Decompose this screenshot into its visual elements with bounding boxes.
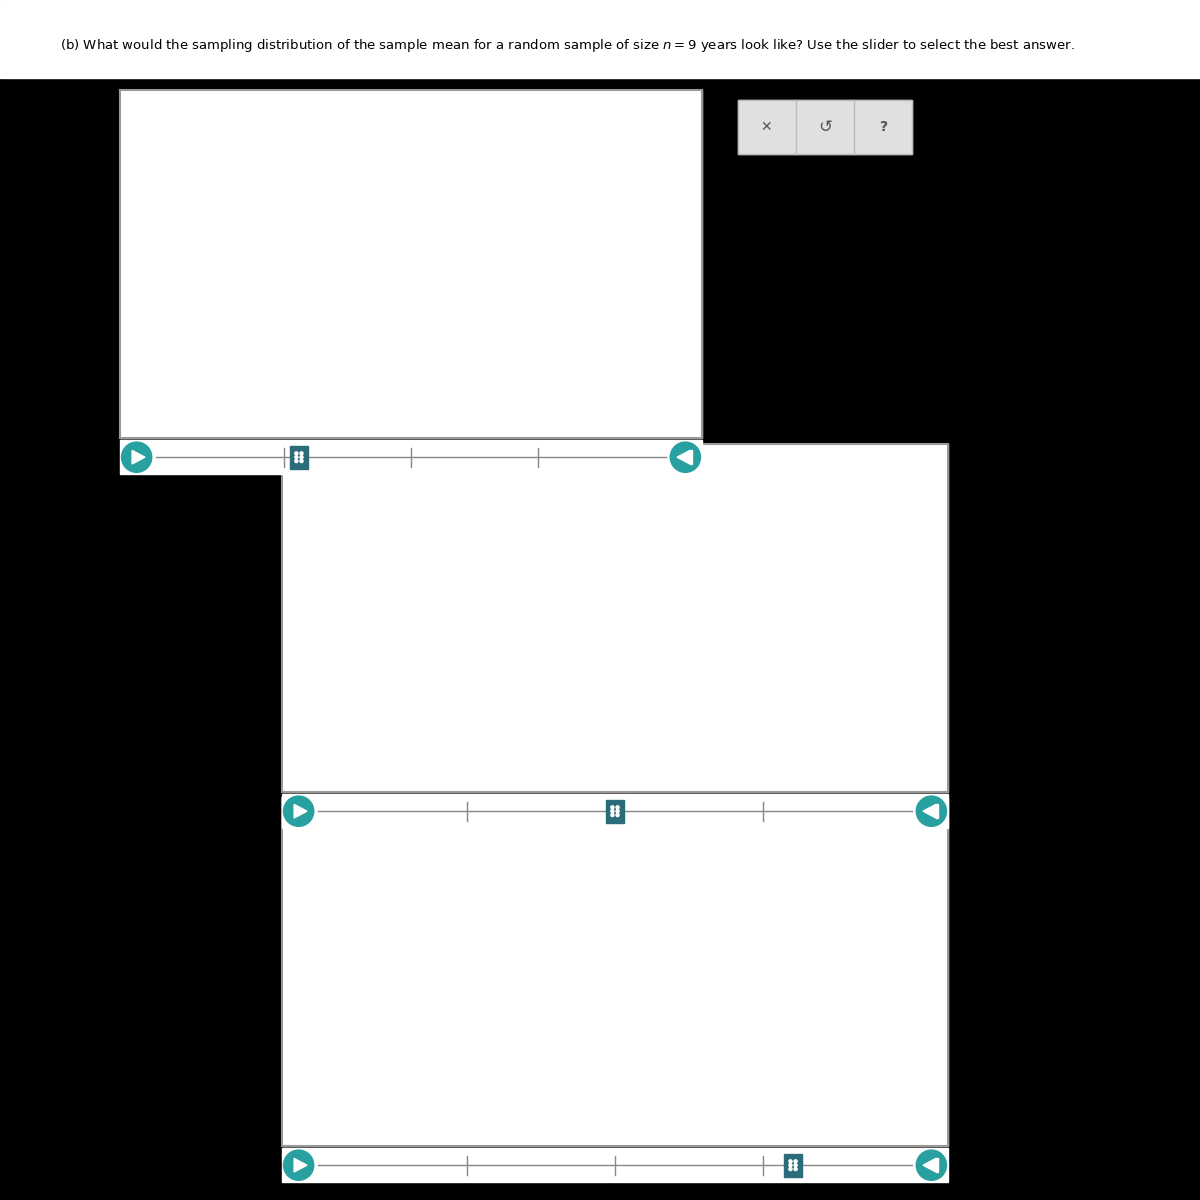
Bar: [538, 1007, 551, 1100]
Bar: [436, 706, 449, 746]
Bar: [480, 1080, 492, 1100]
Bar: [464, 1091, 478, 1100]
Bar: [494, 619, 506, 746]
X-axis label: Number of days with snowfall: Number of days with snowfall: [486, 1121, 652, 1132]
Title: $n=9$: $n=9$: [551, 476, 587, 490]
Bar: [566, 725, 580, 746]
Bar: [596, 1044, 608, 1100]
Bar: [582, 737, 594, 746]
Bar: [494, 1064, 506, 1100]
Bar: [407, 737, 419, 746]
Text: OPTION A: OPTION A: [404, 176, 556, 205]
Bar: [552, 706, 565, 746]
Bar: [625, 1080, 638, 1100]
Bar: [370, 336, 382, 392]
Bar: [464, 361, 476, 392]
Bar: [451, 336, 462, 392]
Bar: [478, 378, 490, 392]
Bar: [397, 278, 408, 392]
Bar: [491, 388, 503, 392]
Bar: [523, 1024, 536, 1100]
Bar: [509, 1044, 521, 1100]
Bar: [424, 278, 436, 392]
Y-axis label: Probability: Probability: [347, 944, 356, 1003]
Text: (b) What would the sampling distribution of the sample mean for a random sample : (b) What would the sampling distribution…: [60, 37, 1075, 54]
Bar: [509, 629, 521, 746]
Bar: [582, 1024, 594, 1100]
Bar: [343, 378, 355, 392]
Bar: [421, 725, 433, 746]
Bar: [437, 305, 449, 392]
Title: $n=9$: $n=9$: [551, 830, 587, 844]
Bar: [356, 361, 368, 392]
Text: ?: ?: [880, 120, 888, 133]
Text: ✕: ✕: [760, 120, 772, 133]
Bar: [450, 679, 463, 746]
Bar: [523, 650, 536, 746]
Y-axis label: Probability: Probability: [347, 590, 356, 649]
Text: OPTION C: OPTION C: [590, 884, 739, 913]
Bar: [464, 650, 478, 746]
X-axis label: Number of days with snowfall: Number of days with snowfall: [486, 767, 652, 778]
Text: OPTION B: OPTION B: [590, 530, 740, 559]
Bar: [611, 1064, 623, 1100]
X-axis label: Number of days with snowfall: Number of days with snowfall: [302, 413, 468, 424]
Bar: [384, 305, 395, 392]
Title: $n=9$: $n=9$: [367, 122, 403, 136]
Text: ↺: ↺: [818, 118, 832, 136]
Bar: [480, 629, 492, 746]
Bar: [538, 679, 551, 746]
Bar: [330, 388, 341, 392]
Y-axis label: Probability: Probability: [176, 236, 187, 295]
Bar: [552, 1001, 565, 1100]
Bar: [566, 1007, 580, 1100]
Bar: [410, 268, 422, 392]
Bar: [640, 1091, 653, 1100]
